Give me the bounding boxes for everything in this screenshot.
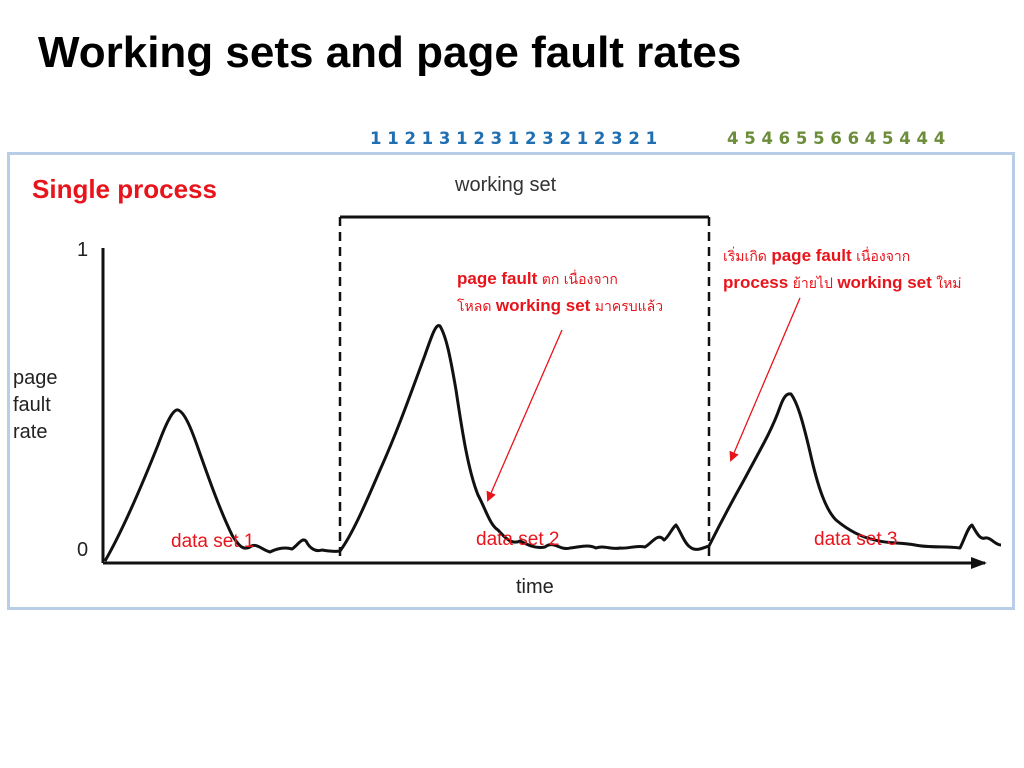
annotation-2-text-b: เนื่องจาก bbox=[851, 249, 911, 265]
annotation-2-text-c: ย้ายไป bbox=[788, 276, 838, 292]
y-axis-tick-zero: 0 bbox=[77, 539, 89, 561]
dataset-label-1: data set 1 bbox=[171, 531, 255, 552]
y-axis-label-line3: rate bbox=[13, 421, 48, 443]
y-axis-tick-one: 1 bbox=[77, 239, 89, 261]
dataset-label-3: data set 3 bbox=[814, 529, 898, 550]
annotation-1-bold-page-fault: page fault bbox=[457, 269, 538, 288]
y-axis-label-line1: page bbox=[13, 367, 58, 389]
annotation-1-bold-working-set: working set bbox=[495, 296, 591, 315]
process-label: Single process bbox=[32, 174, 217, 204]
annotation-working-set-loaded: page fault ตก เนื่องจาก โหลด working set… bbox=[457, 266, 663, 320]
annotation-1-text-a: ตก เนื่องจาก bbox=[537, 272, 618, 288]
working-set-label: working set bbox=[455, 174, 557, 196]
annotation-2-line1: เริ่มเกิด page fault เนื่องจาก bbox=[723, 243, 962, 270]
annotation-1-text-b: โหลด bbox=[457, 299, 496, 315]
annotation-2-bold-process: process bbox=[723, 273, 789, 292]
annotation-1-line2: โหลด working set มาครบแล้ว bbox=[457, 293, 663, 320]
reference-string-1: 1 1 2 1 3 1 2 3 1 2 3 2 1 2 3 2 1 bbox=[370, 129, 658, 148]
annotation-1-line1: page fault ตก เนื่องจาก bbox=[457, 266, 663, 293]
annotation-1-text-c: มาครบแล้ว bbox=[590, 299, 664, 315]
annotation-arrow-2 bbox=[729, 297, 801, 462]
dataset-label-2: data set 2 bbox=[476, 529, 560, 550]
annotation-2-text-a: เริ่มเกิด bbox=[723, 249, 772, 265]
reference-string-2: 4 5 4 6 5 5 6 6 4 5 4 4 4 bbox=[727, 129, 946, 148]
annotation-2-bold-page-fault: page fault bbox=[771, 246, 852, 265]
annotation-2-text-d: ใหม่ bbox=[931, 276, 962, 292]
slide-title: Working sets and page fault rates bbox=[38, 28, 742, 77]
annotation-process-moves: เริ่มเกิด page fault เนื่องจาก process ย… bbox=[723, 243, 962, 297]
annotation-2-bold-working-set: working set bbox=[837, 273, 932, 292]
annotation-2-line2: process ย้ายไป working set ใหม่ bbox=[723, 270, 962, 297]
page-fault-rate-curve bbox=[103, 324, 1002, 562]
annotation-arrow-1 bbox=[486, 329, 563, 502]
x-axis-label: time bbox=[516, 576, 554, 598]
y-axis-label-line2: fault bbox=[13, 394, 51, 416]
figure-frame bbox=[7, 152, 1015, 610]
y-axis-label: page fault rate bbox=[13, 365, 83, 446]
